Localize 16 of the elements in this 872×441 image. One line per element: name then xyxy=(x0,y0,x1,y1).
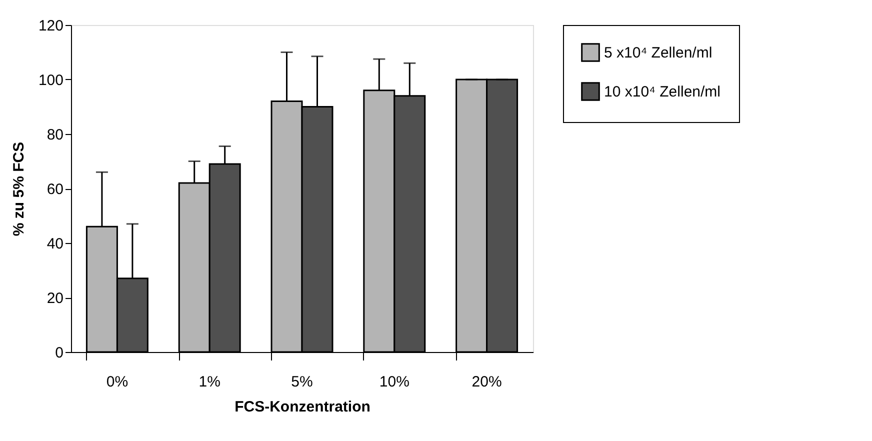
legend-label: 5 x10⁴ Zellen/ml xyxy=(604,44,712,62)
y-tick-label: 20 xyxy=(46,290,64,307)
x-tick-label: 20% xyxy=(472,374,502,390)
legend-label: 10 x10⁴ Zellen/ml xyxy=(604,84,720,100)
x-tick-label: 1% xyxy=(198,374,220,390)
y-tick-label: 40 xyxy=(46,236,64,252)
y-axis-title: % zu 5% FCS xyxy=(10,142,28,236)
y-tick-label: 120 xyxy=(38,18,64,34)
y-tick-label: 0 xyxy=(55,344,64,362)
y-tick-label: 80 xyxy=(46,126,64,144)
x-tick-label: 0% xyxy=(106,374,128,390)
x-axis-title: FCS-Konzentration xyxy=(234,398,370,416)
x-tick-label: 5% xyxy=(291,374,313,390)
x-tick-label: 10% xyxy=(379,374,410,390)
y-tick-label: 60 xyxy=(46,181,64,198)
y-tick-label: 100 xyxy=(38,72,64,89)
